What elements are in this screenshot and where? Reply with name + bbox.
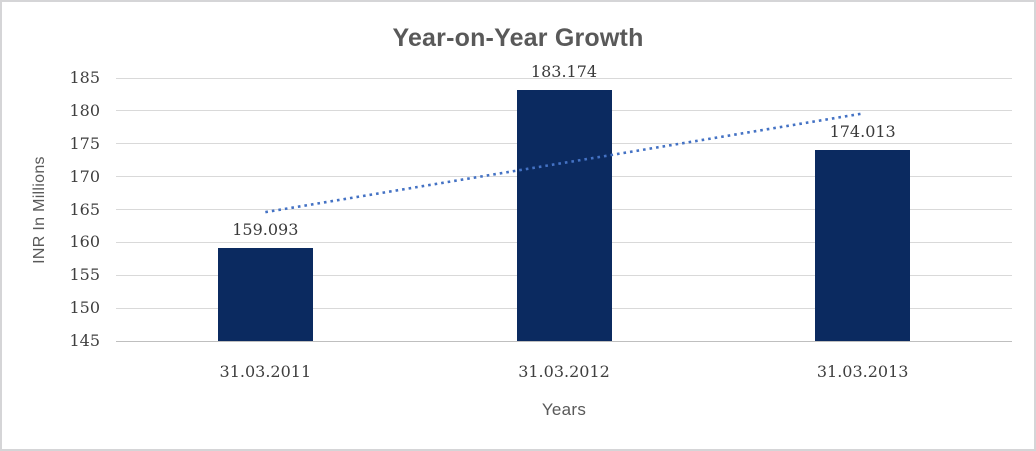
- y-tick-label: 155: [69, 265, 100, 285]
- bar: [516, 90, 612, 341]
- x-axis-line: [116, 340, 1012, 342]
- bar-data-label: 159.093: [232, 220, 299, 240]
- bar-data-label: 174.013: [829, 122, 896, 142]
- y-tick-label: 145: [69, 331, 100, 350]
- bar: [217, 248, 313, 341]
- y-tick-label: 170: [69, 166, 100, 186]
- bar-data-label: 183.174: [530, 62, 598, 81]
- x-category-label: 31.03.2012: [518, 362, 610, 381]
- y-tick-label: 180: [69, 100, 100, 120]
- chart-title: Year-on-Year Growth: [392, 24, 644, 52]
- y-tick-label: 165: [69, 199, 100, 219]
- y-tick-label: 185: [69, 68, 100, 87]
- y-tick-label: 175: [69, 133, 100, 153]
- y-tick-label: 160: [69, 232, 100, 252]
- bar: [815, 150, 911, 341]
- x-axis-title: Years: [541, 400, 587, 419]
- x-category-label: 31.03.2013: [816, 362, 909, 381]
- x-category-label: 31.03.2011: [219, 362, 312, 381]
- gridline: [116, 77, 1012, 79]
- y-tick-label: 150: [69, 298, 100, 318]
